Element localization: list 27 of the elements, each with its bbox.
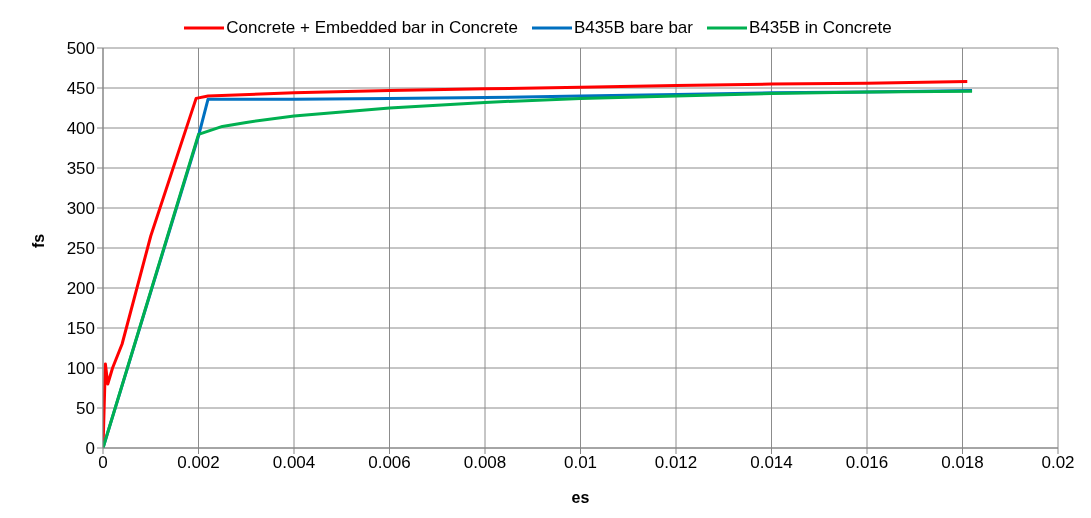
- y-tick-label: 150: [66, 319, 95, 339]
- y-axis-title: fs: [29, 233, 47, 248]
- y-tick-label: 300: [66, 199, 95, 219]
- y-tick-label: 450: [66, 79, 95, 99]
- x-tick-label: 0.008: [463, 453, 507, 473]
- legend-label: Concrete + Embedded bar in Concrete: [226, 18, 518, 38]
- x-axis-title: es: [571, 489, 590, 506]
- y-tick-label: 500: [66, 39, 95, 59]
- y-tick-label: 200: [66, 279, 95, 299]
- x-tick-label: 0.002: [177, 453, 220, 473]
- y-tick-label: 350: [66, 159, 95, 179]
- y-tick-label: 250: [66, 239, 95, 259]
- y-tick-label: 100: [66, 359, 95, 379]
- y-tick-label: 0: [85, 439, 95, 459]
- legend-label: B435B in Concrete: [748, 18, 892, 38]
- x-tick-label: 0.012: [654, 453, 698, 473]
- x-tick-label: 0.004: [272, 453, 316, 473]
- legend-label: B435B bare bar: [573, 18, 693, 38]
- x-tick-label: 0.02: [1041, 453, 1075, 473]
- x-tick-label: 0.016: [845, 453, 889, 473]
- x-tick-label: 0.014: [750, 453, 793, 473]
- y-tick-label: 50: [76, 399, 95, 419]
- x-tick-label: 0.01: [563, 453, 598, 473]
- y-tick-label: 400: [66, 119, 95, 139]
- x-tick-label: 0.018: [941, 453, 984, 473]
- x-tick-label: 0.006: [368, 453, 411, 473]
- x-tick-label: 0: [98, 453, 108, 473]
